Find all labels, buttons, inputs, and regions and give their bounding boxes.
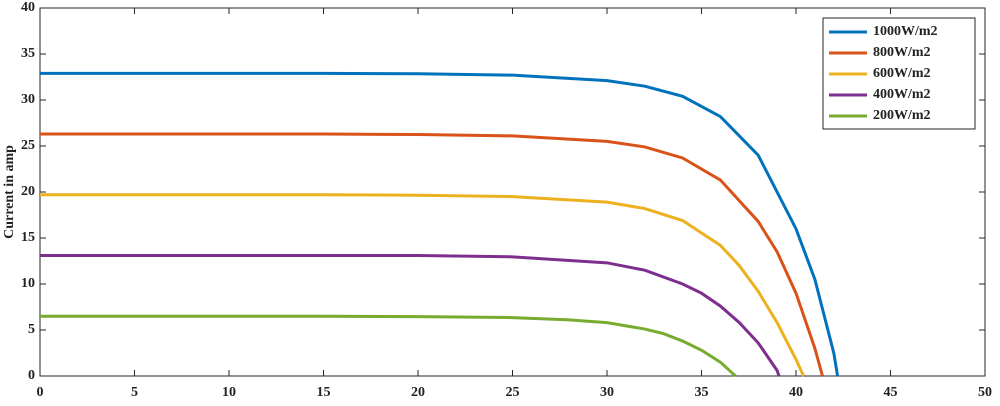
x-tick-label: 30 (600, 385, 614, 400)
y-tick-label: 40 (21, 0, 35, 15)
legend-label: 1000W/m2 (873, 24, 938, 39)
x-tick-label: 15 (317, 385, 331, 400)
x-tick-label: 45 (884, 385, 898, 400)
line-series (40, 132, 824, 377)
line-series (40, 193, 805, 377)
x-tick-label: 35 (695, 385, 709, 400)
y-tick-label: 35 (21, 46, 35, 61)
x-tick-label: 40 (789, 385, 803, 400)
x-tick-label: 50 (978, 385, 992, 400)
x-tick-label: 5 (131, 385, 138, 400)
y-tick-label: 30 (21, 92, 35, 107)
x-tick-label: 0 (37, 385, 44, 400)
legend-label: 400W/m2 (873, 87, 931, 102)
line-series (40, 71, 840, 377)
x-tick-label: 25 (506, 385, 520, 400)
y-axis-label: Current in amp (2, 145, 17, 239)
y-tick-label: 0 (28, 368, 35, 383)
legend-label: 800W/m2 (873, 45, 931, 60)
y-tick-label: 15 (21, 230, 35, 245)
x-tick-label: 20 (411, 385, 425, 400)
y-tick-label: 5 (28, 322, 35, 337)
legend-label: 600W/m2 (873, 66, 931, 81)
y-tick-label: 20 (21, 184, 35, 199)
legend-label: 200W/m2 (873, 108, 931, 123)
y-tick-label: 10 (21, 276, 35, 291)
line-series (40, 314, 737, 378)
y-tick-label: 25 (21, 138, 35, 153)
line-series (40, 253, 781, 377)
x-tick-label: 10 (222, 385, 236, 400)
